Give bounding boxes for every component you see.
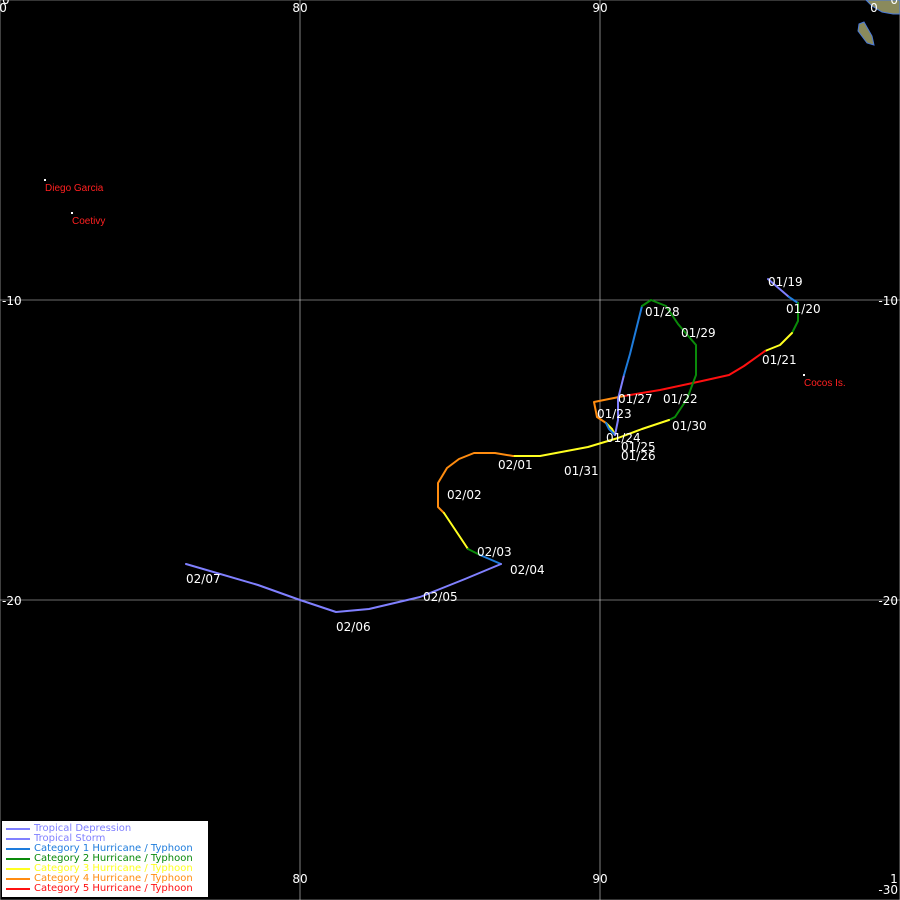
legend-swatch: [6, 878, 30, 880]
legend-swatch: [6, 858, 30, 860]
legend-item-c1: Category 1 Hurricane / Typhoon: [6, 844, 193, 854]
track-segment-c2: [641, 299, 697, 421]
place-label: Cocos Is.: [804, 378, 846, 389]
track-segment-c3: [443, 512, 469, 550]
tick-label-right: -10: [878, 294, 898, 308]
place-dot: [71, 212, 73, 214]
track-segment-c2: [791, 302, 799, 334]
legend-item-c2: Category 2 Hurricane / Typhoon: [6, 854, 193, 864]
track-date-label: 01/31: [564, 464, 599, 478]
track-date-labels: 01/19 01/20 01/21 01/22 01/23 01/2401/2501/26…: [186, 275, 821, 634]
track-segment-c3: [512, 419, 670, 457]
track-date-label: 02/01: [498, 458, 533, 472]
track-date-label: 01/22: [663, 392, 698, 406]
track-date-label: 02/05: [423, 590, 458, 604]
storm-track: [185, 278, 799, 613]
tick-label-top: 90: [592, 1, 607, 15]
legend-swatch: [6, 848, 30, 850]
legend-swatch: [6, 838, 30, 840]
legend-swatch: [6, 888, 30, 890]
place-dot: [803, 374, 805, 376]
track-date-label: 01/29: [681, 326, 716, 340]
tick-label-right: 0: [890, 0, 898, 7]
track-segment-c1: [623, 305, 643, 376]
track-date-label: 02/07: [186, 572, 221, 586]
legend-label: Category 1 Hurricane / Typhoon: [34, 843, 193, 854]
track-date-label: 01/26: [621, 449, 656, 463]
legend-label: Category 2 Hurricane / Typhoon: [34, 853, 193, 864]
track-segment-c1: [479, 554, 502, 565]
track-date-label: 02/04: [510, 563, 545, 577]
track-segment-ts: [185, 563, 502, 613]
track-segment-c2: [467, 548, 481, 556]
land-island: [857, 21, 875, 46]
track-segment-td: [767, 278, 790, 298]
tick-label-top: 80: [292, 1, 307, 15]
tick-label-bottom: 1: [890, 872, 898, 886]
legend-item-c4: Category 4 Hurricane / Typhoon: [6, 874, 193, 884]
track-date-label: 01/25: [621, 440, 656, 454]
intensity-legend: Tropical Depression Tropical Storm Categor…: [2, 821, 208, 897]
track-segment-c4: [437, 452, 514, 514]
track-date-label: 01/19: [768, 275, 803, 289]
place-label: Diego Garcia: [45, 183, 104, 194]
track-segment-td: [614, 374, 625, 436]
legend-item-c3: Category 3 Hurricane / Typhoon: [6, 864, 193, 874]
track-segment-c4: [593, 395, 625, 424]
tick-label-left: -10: [2, 294, 22, 308]
tick-label-top: 0: [0, 1, 7, 15]
track-date-label: 01/30: [672, 419, 707, 433]
track-date-label: 01/28: [645, 305, 680, 319]
legend-label: Category 4 Hurricane / Typhoon: [34, 873, 193, 884]
tick-label-bottom: 90: [592, 872, 607, 886]
legend-swatch: [6, 828, 30, 830]
track-segment-c3: [764, 332, 793, 352]
track-segment-c1: [605, 422, 616, 436]
tick-label-top: 0: [870, 1, 878, 15]
track-date-label: 02/02: [447, 488, 482, 502]
track-date-label: 01/27: [618, 392, 653, 406]
place-dot: [44, 179, 46, 181]
land-layer: [857, 0, 900, 46]
legend-item-c5: Category 5 Hurricane / Typhoon: [6, 884, 193, 894]
legend-label: Tropical Storm: [34, 833, 106, 844]
place-markers: Diego Garcia Coetivy Cocos Is.: [44, 179, 846, 389]
legend-swatch: [6, 868, 30, 870]
track-date-label: 01/21: [762, 353, 797, 367]
land-island: [865, 0, 900, 15]
legend-item-td: Tropical Depression: [6, 824, 131, 834]
track-date-label: 01/23: [597, 407, 632, 421]
tick-label-left: 0: [2, 0, 10, 7]
legend-label: Tropical Depression: [34, 823, 132, 834]
tick-label-right: -30: [878, 883, 898, 897]
tick-label-bottom: 80: [292, 872, 307, 886]
track-date-label: 01/20: [786, 302, 821, 316]
track-date-label: 02/03: [477, 545, 512, 559]
track-date-label: 01/24: [606, 431, 641, 445]
legend-label: Category 3 Hurricane / Typhoon: [34, 863, 193, 874]
legend-label: Category 5 Hurricane / Typhoon: [34, 883, 193, 894]
tick-label-left: -20: [2, 594, 22, 608]
track-segment-c1: [788, 296, 799, 304]
track-segment-c5: [623, 350, 766, 397]
track-date-label: 02/06: [336, 620, 371, 634]
tick-label-right: -20: [878, 594, 898, 608]
place-label: Coetivy: [72, 216, 105, 227]
legend-item-ts: Tropical Storm: [6, 834, 105, 844]
